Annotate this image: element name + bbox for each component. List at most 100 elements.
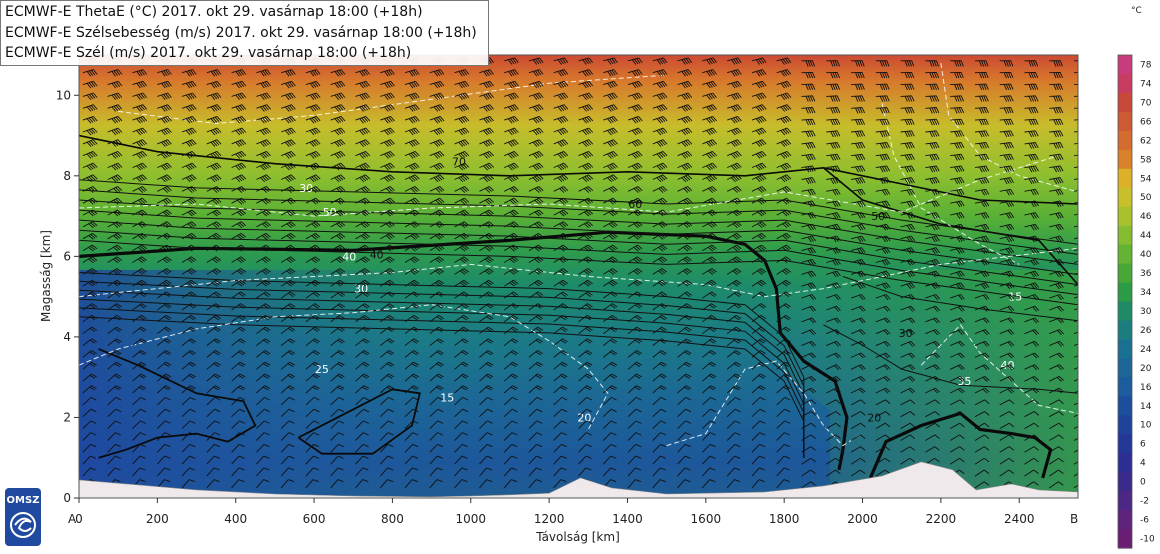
wind-barb <box>974 130 990 138</box>
wind-barb <box>404 209 420 217</box>
x-tick-label: 2200 <box>926 512 957 526</box>
wind-barb <box>677 92 693 100</box>
wind-barb <box>206 361 221 370</box>
wind-barb <box>206 174 222 183</box>
wind-barb <box>231 174 247 183</box>
wind-barb <box>925 235 940 243</box>
wind-barb <box>578 80 594 89</box>
wind-barb <box>900 130 915 138</box>
wind-barb <box>454 150 470 159</box>
wind-barb <box>355 186 371 193</box>
wind-barb <box>950 142 965 149</box>
wind-barb <box>901 49 914 55</box>
wind-barb <box>528 455 543 465</box>
wind-barb <box>627 303 643 311</box>
wind-barb <box>726 373 742 382</box>
wind-barb <box>702 104 717 112</box>
colorbar-cell <box>1118 55 1132 75</box>
wind-barb <box>677 432 691 441</box>
wind-barb <box>256 115 271 124</box>
wind-barb <box>627 479 642 489</box>
wind-barb <box>305 326 321 335</box>
warm-sector-shade <box>750 270 1078 498</box>
wind-barb <box>726 361 742 370</box>
wind-barb <box>851 130 866 138</box>
wind-barb <box>429 467 443 477</box>
wind-barb <box>702 315 717 323</box>
wind-barb <box>776 396 791 406</box>
wind-barb <box>380 326 395 335</box>
wind-barb <box>256 127 271 136</box>
wind-barb <box>974 434 990 441</box>
wind-barb <box>999 258 1015 266</box>
wind-barb <box>132 443 146 453</box>
wind-barb <box>652 268 668 275</box>
wind-barb <box>900 118 915 126</box>
wind-barb <box>677 315 692 323</box>
wind-barb <box>875 317 891 324</box>
wind-barb <box>503 291 519 299</box>
wind-barb <box>404 420 419 429</box>
wind-barb <box>330 479 344 489</box>
wind-barb <box>281 69 296 77</box>
wind-barb <box>776 92 792 100</box>
wind-barb <box>578 139 594 147</box>
wind-barb <box>925 95 940 102</box>
wind-barb <box>82 326 98 335</box>
wind-barb <box>652 127 668 136</box>
wind-barb <box>1073 437 1078 441</box>
wind-barb <box>603 256 618 264</box>
colorbar-tick-label: 74 <box>1140 79 1152 89</box>
wind-barb <box>256 303 271 311</box>
y-tick-label: 2 <box>63 410 71 424</box>
wind-barb <box>677 127 693 136</box>
wind-barb <box>751 244 767 252</box>
wind-barb <box>776 361 791 370</box>
wind-barb <box>999 200 1015 208</box>
wind-barb <box>82 162 98 171</box>
wind-barb <box>900 282 916 290</box>
wind-barb <box>1049 71 1064 79</box>
wind-barb <box>454 174 470 183</box>
wind-barb <box>900 294 916 301</box>
wind-barb <box>726 221 742 229</box>
wind-barb <box>751 361 766 370</box>
wind-barb <box>528 104 544 112</box>
wind-barb <box>875 153 890 161</box>
wind-barb <box>553 338 568 346</box>
wind-barb <box>82 104 98 112</box>
wind-barb <box>702 197 717 205</box>
wind-barb <box>107 104 123 112</box>
wind-barb <box>1073 484 1078 489</box>
wind-barb <box>181 197 197 205</box>
wind-barb <box>652 432 667 441</box>
wind-barb <box>82 408 97 418</box>
wind-barb <box>132 432 146 441</box>
wind-barb <box>950 223 965 231</box>
wind-barb <box>429 420 444 429</box>
wind-barb <box>627 467 642 477</box>
wind-barb <box>231 139 247 147</box>
wind-barb <box>132 420 146 429</box>
wind-barb <box>578 396 593 406</box>
wind-barb <box>578 420 592 429</box>
wind-barb <box>677 244 693 252</box>
wind-barb <box>380 115 395 124</box>
wind-barb <box>578 443 592 453</box>
wind-barb <box>826 422 841 429</box>
wind-barb <box>528 115 544 124</box>
wind-barb <box>925 153 940 161</box>
wind-barb <box>429 326 444 335</box>
wind-barb <box>702 139 718 147</box>
wind-barb <box>702 268 717 275</box>
wind-barb <box>157 361 172 370</box>
wind-barb <box>355 279 370 287</box>
wind-barb <box>950 49 963 55</box>
wind-barb <box>231 256 246 264</box>
wind-barb <box>528 303 544 311</box>
wind-barb <box>454 115 470 124</box>
wind-barb <box>281 186 296 193</box>
wind-barb <box>256 268 271 275</box>
wind-barb <box>231 420 246 429</box>
wind-barb <box>504 115 519 124</box>
